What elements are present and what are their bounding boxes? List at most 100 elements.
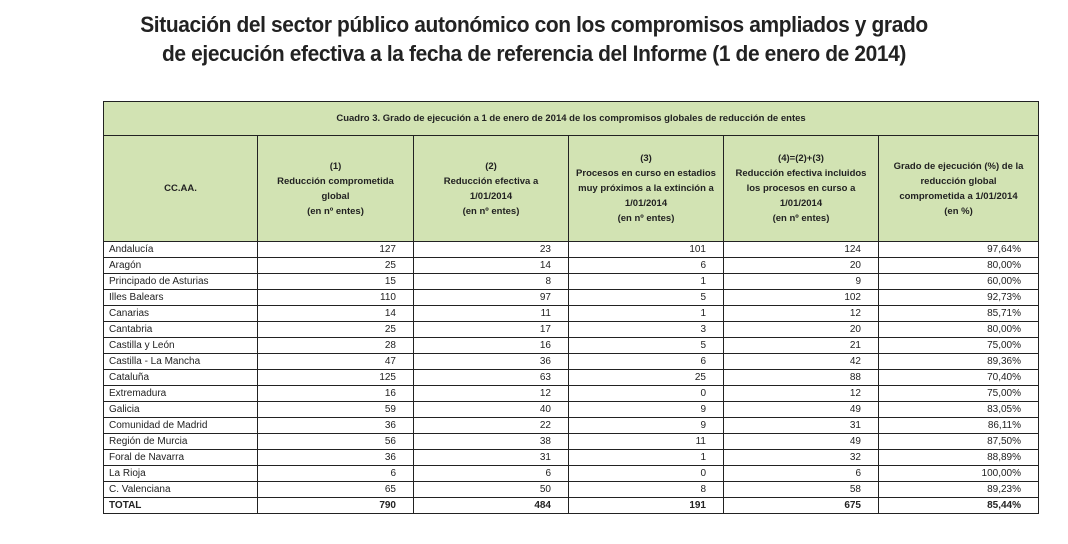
table-body: Andalucía 127 23 101 124 97,64% Aragón 25 14 6 20 8… bbox=[103, 241, 1039, 514]
reduction-table: Cuadro 3. Grado de ejecución a 1 de ener… bbox=[103, 101, 1039, 514]
table-row: Cataluña 125 63 25 88 70,40% bbox=[103, 369, 1039, 386]
header-ccaa: CC.AA. bbox=[103, 135, 258, 242]
value-cell: 790 bbox=[257, 497, 414, 514]
table-row: Cantabria 25 17 3 20 80,00% bbox=[103, 321, 1039, 338]
value-cell: 21 bbox=[723, 337, 879, 354]
value-cell: 88,89% bbox=[878, 449, 1039, 466]
value-cell: 9 bbox=[568, 401, 724, 418]
region-cell: Principado de Asturias bbox=[103, 273, 258, 290]
value-cell: 83,05% bbox=[878, 401, 1039, 418]
value-cell: 484 bbox=[413, 497, 569, 514]
table-row: Castilla y León 28 16 5 21 75,00% bbox=[103, 337, 1039, 354]
value-cell: 36 bbox=[257, 449, 414, 466]
table-row: Andalucía 127 23 101 124 97,64% bbox=[103, 241, 1039, 258]
value-cell: 36 bbox=[257, 417, 414, 434]
value-cell: 56 bbox=[257, 433, 414, 450]
region-cell: Foral de Navarra bbox=[103, 449, 258, 466]
value-cell: 25 bbox=[257, 257, 414, 274]
value-cell: 70,40% bbox=[878, 369, 1039, 386]
table-row: Aragón 25 14 6 20 80,00% bbox=[103, 257, 1039, 274]
header-reduccion-efectiva-incluidos: (4)=(2)+(3) Reducción efectiva incluidos l… bbox=[723, 135, 879, 242]
header-reduccion-comprometida: (1) Reducción comprometida global (en nº en… bbox=[257, 135, 414, 242]
table-row: Illes Balears 110 97 5 102 92,73% bbox=[103, 289, 1039, 306]
value-cell: 58 bbox=[723, 481, 879, 498]
value-cell: 8 bbox=[413, 273, 569, 290]
table-row: Galicia 59 40 9 49 83,05% bbox=[103, 401, 1039, 418]
header-line: reducción global bbox=[920, 175, 997, 187]
value-cell: 25 bbox=[568, 369, 724, 386]
value-cell: 6 bbox=[568, 257, 724, 274]
value-cell: 17 bbox=[413, 321, 569, 338]
value-cell: 36 bbox=[413, 353, 569, 370]
page-title-line-2: de ejecución efectiva a la fecha de refe… bbox=[162, 41, 906, 66]
header-line: CC.AA. bbox=[164, 183, 197, 194]
value-cell: 6 bbox=[723, 465, 879, 482]
value-cell: 6 bbox=[257, 465, 414, 482]
region-cell: Cantabria bbox=[103, 321, 258, 338]
header-line: (3) bbox=[640, 153, 652, 164]
value-cell: 100,00% bbox=[878, 465, 1039, 482]
header-line: (2) bbox=[485, 160, 497, 172]
header-line: (en nº entes) bbox=[772, 213, 830, 224]
value-cell: 5 bbox=[568, 289, 724, 306]
value-cell: 75,00% bbox=[878, 385, 1039, 402]
region-cell: Galicia bbox=[103, 401, 258, 418]
table-row: Región de Murcia 56 38 11 49 87,50% bbox=[103, 433, 1039, 450]
value-cell: 50 bbox=[413, 481, 569, 498]
header-line: (en nº entes) bbox=[307, 205, 364, 217]
value-cell: 47 bbox=[257, 353, 414, 370]
value-cell: 191 bbox=[568, 497, 724, 514]
value-cell: 1 bbox=[568, 449, 724, 466]
table-row: La Rioja 6 6 0 6 100,00% bbox=[103, 465, 1039, 482]
header-line: 1/01/2014 bbox=[624, 198, 668, 209]
value-cell: 60,00% bbox=[878, 273, 1039, 290]
value-cell: 9 bbox=[568, 417, 724, 434]
value-cell: 12 bbox=[723, 305, 879, 322]
value-cell: 9 bbox=[723, 273, 879, 290]
value-cell: 87,50% bbox=[878, 433, 1039, 450]
value-cell: 1 bbox=[568, 273, 724, 290]
value-cell: 89,36% bbox=[878, 353, 1039, 370]
value-cell: 1 bbox=[568, 305, 724, 322]
table-caption: Cuadro 3. Grado de ejecución a 1 de ener… bbox=[103, 101, 1039, 136]
region-cell: Aragón bbox=[103, 257, 258, 274]
value-cell: 6 bbox=[413, 465, 569, 482]
value-cell: 32 bbox=[723, 449, 879, 466]
value-cell: 97 bbox=[413, 289, 569, 306]
value-cell: 80,00% bbox=[878, 321, 1039, 338]
table-row: Canarias 14 11 1 12 85,71% bbox=[103, 305, 1039, 322]
value-cell: 12 bbox=[723, 385, 879, 402]
header-line: Grado de ejecución (%) de la bbox=[893, 160, 1024, 172]
value-cell: 20 bbox=[723, 321, 879, 338]
table-row: Castilla - La Mancha 47 36 6 42 89,36% bbox=[103, 353, 1039, 370]
value-cell: 12 bbox=[413, 385, 569, 402]
table-row: C. Valenciana 65 50 8 58 89,23% bbox=[103, 481, 1039, 498]
value-cell: 31 bbox=[413, 449, 569, 466]
value-cell: 11 bbox=[568, 433, 724, 450]
table-row: Foral de Navarra 36 31 1 32 88,89% bbox=[103, 449, 1039, 466]
value-cell: 11 bbox=[413, 305, 569, 322]
value-cell: 0 bbox=[568, 465, 724, 482]
table-row: Principado de Asturias 15 8 1 9 60,00% bbox=[103, 273, 1039, 290]
value-cell: 675 bbox=[723, 497, 879, 514]
value-cell: 40 bbox=[413, 401, 569, 418]
value-cell: 8 bbox=[568, 481, 724, 498]
value-cell: 80,00% bbox=[878, 257, 1039, 274]
value-cell: 38 bbox=[413, 433, 569, 450]
value-cell: 0 bbox=[568, 385, 724, 402]
value-cell: 14 bbox=[413, 257, 569, 274]
value-cell: 25 bbox=[257, 321, 414, 338]
value-cell: 14 bbox=[257, 305, 414, 322]
region-cell: Cataluña bbox=[103, 369, 258, 386]
value-cell: 6 bbox=[568, 353, 724, 370]
header-line: (4)=(2)+(3) bbox=[778, 153, 824, 164]
region-cell: La Rioja bbox=[103, 465, 258, 482]
header-line: Reducción efectiva incluidos bbox=[735, 168, 867, 179]
value-cell: 49 bbox=[723, 433, 879, 450]
region-cell: Comunidad de Madrid bbox=[103, 417, 258, 434]
header-line: Reducción efectiva a bbox=[443, 175, 539, 187]
page-title: Situación del sector público autonómico … bbox=[37, 10, 1030, 68]
header-line: (1) bbox=[329, 160, 342, 172]
header-grado-ejecucion: Grado de ejecución (%) de la reducción gl… bbox=[878, 135, 1039, 242]
region-cell: Illes Balears bbox=[103, 289, 258, 306]
